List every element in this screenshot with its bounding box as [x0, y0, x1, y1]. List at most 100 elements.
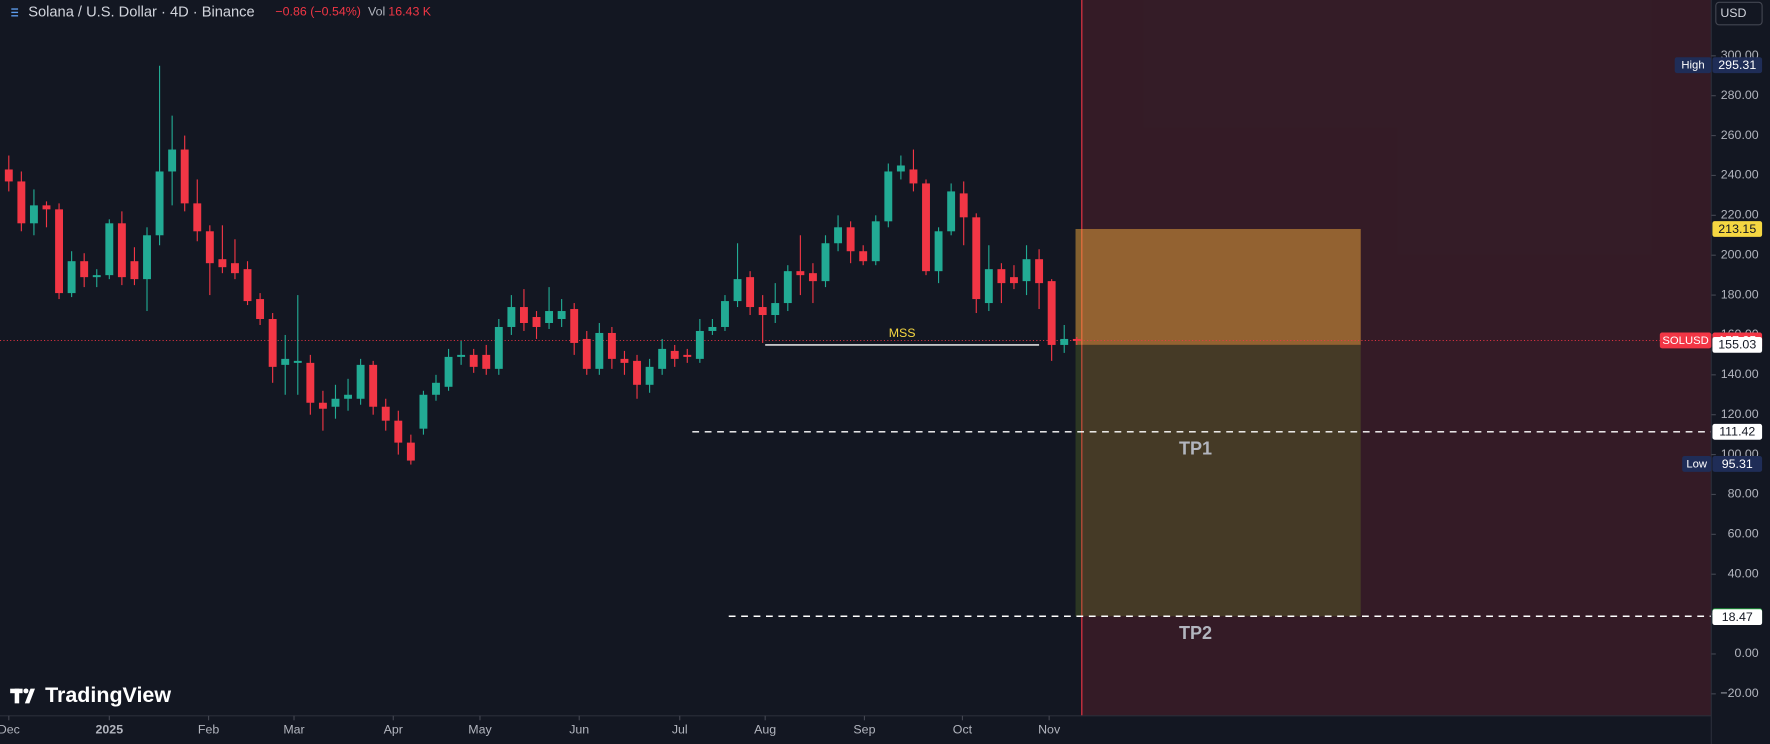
price-tag-name: Low [1686, 458, 1708, 470]
candle-body [771, 303, 780, 316]
range-shade [1081, 0, 1712, 716]
candle-body [482, 354, 491, 369]
price-tag-label: 213.15 [1718, 222, 1756, 236]
candle-body [808, 273, 817, 282]
y-tick-label: 180.00 [1721, 287, 1759, 301]
candle-body [168, 149, 177, 172]
price-tag-name: SOLUSD [1662, 335, 1708, 347]
candle-body [394, 420, 403, 443]
candle-body [268, 319, 277, 367]
candle-body [293, 360, 302, 363]
x-tick-label: Oct [953, 723, 973, 737]
y-tick-label: 60.00 [1728, 527, 1759, 541]
y-tick-label: 220.00 [1721, 208, 1759, 222]
candle-body [17, 181, 26, 224]
candle-body [570, 309, 579, 343]
candle-body [746, 277, 755, 308]
tp2-label: TP2 [1179, 623, 1212, 643]
candle-body [494, 326, 503, 369]
watermark-logo [10, 688, 35, 704]
candle-body [633, 360, 641, 385]
x-tick-label: Dec [0, 723, 20, 737]
candle-body [896, 165, 905, 172]
mss-label: MSS [889, 326, 916, 340]
menu-icon[interactable] [11, 8, 19, 17]
price-tag [1712, 423, 1763, 440]
change: −0.86 (−0.54%) [275, 5, 361, 19]
candle-body [193, 203, 202, 232]
candle-body [922, 183, 930, 272]
candle-body [884, 171, 893, 222]
candle-body [1022, 259, 1031, 282]
candle-body [369, 364, 378, 407]
candle-body [29, 205, 38, 224]
y-tick-label: 120.00 [1721, 407, 1759, 421]
candle-body [92, 275, 101, 278]
candle-body [733, 279, 742, 302]
candle-body [997, 269, 1006, 284]
candle-body [972, 217, 981, 300]
price-tag-name-box [1682, 456, 1712, 472]
plot: MSS TP1 TP2 [0, 0, 1712, 716]
candle-body [42, 205, 51, 210]
candle-body [859, 251, 868, 262]
candle-body [243, 269, 252, 302]
candle-body [1035, 259, 1044, 284]
y-tick-label: 240.00 [1721, 168, 1759, 182]
candle-body [595, 332, 604, 369]
candle-body [683, 354, 692, 357]
currency[interactable]: USD [1720, 6, 1746, 20]
candle-body [947, 191, 956, 232]
candle-body [381, 406, 390, 421]
candle-body [834, 227, 843, 244]
x-tick-label: Sep [853, 723, 875, 737]
candle-body [909, 169, 918, 184]
candle-body [4, 169, 13, 182]
candle-body [419, 394, 428, 429]
candle-body [457, 354, 466, 357]
candle-body [218, 259, 227, 268]
price-tag-label: 155.03 [1718, 338, 1756, 352]
candle-body [1072, 338, 1081, 341]
y-tick-label: 40.00 [1728, 566, 1759, 580]
candle-body [256, 299, 265, 320]
x-tick-label: Apr [384, 723, 403, 737]
candle-body [670, 350, 679, 359]
candle-body [557, 311, 566, 320]
candle-body [721, 301, 729, 327]
candle-body [758, 307, 767, 316]
candle-body [281, 358, 290, 365]
currency-button[interactable] [1715, 1, 1763, 26]
candle-body [846, 227, 855, 252]
price-tag [1712, 221, 1763, 237]
chart-title: Solana / U.S. Dollar · 4D · Binance [28, 4, 254, 20]
candle-body [306, 362, 315, 403]
candle-body [1010, 277, 1018, 284]
y-tick-label: 140.00 [1721, 367, 1759, 381]
candle-body [67, 261, 76, 294]
candle-body [318, 402, 327, 409]
candle-body [821, 243, 830, 282]
x-tick-label: Jun [569, 723, 589, 737]
x-tick-label: May [468, 723, 492, 737]
candle-body [80, 261, 89, 278]
x-tick-label: Jul [672, 723, 688, 737]
price-tag-label: 295.31 [1718, 58, 1756, 72]
candle-body [545, 311, 554, 323]
candle-body [155, 171, 164, 236]
candle-body [344, 394, 352, 399]
y-tick-label: 260.00 [1721, 128, 1759, 142]
candle-body [117, 223, 126, 278]
candle-body [532, 317, 541, 327]
candle-body [130, 261, 139, 280]
candle-body [519, 307, 528, 323]
candle-body [658, 348, 667, 369]
candle-body [984, 269, 993, 304]
price-tag-label: 95.31 [1722, 457, 1753, 471]
candle-body [231, 263, 239, 274]
candle-body [620, 358, 629, 363]
candle-body [143, 235, 151, 280]
